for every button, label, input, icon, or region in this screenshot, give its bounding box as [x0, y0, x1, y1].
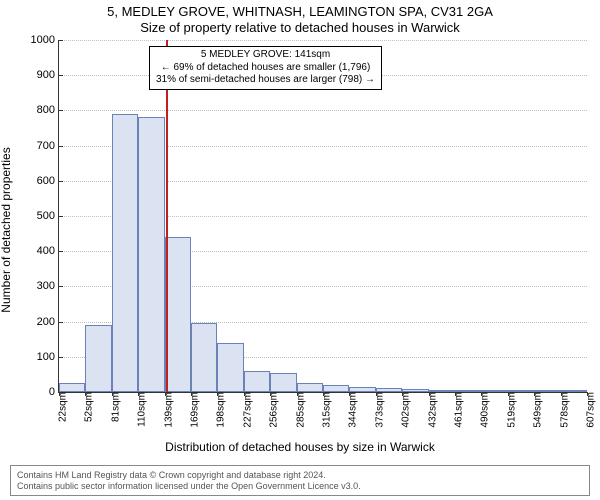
histogram-bar	[138, 117, 164, 392]
x-tick-label: 52sqm	[82, 392, 95, 422]
annotation-line-1: 5 MEDLEY GROVE: 141sqm	[156, 49, 375, 62]
x-tick-label: 315sqm	[320, 392, 333, 428]
y-tick-label: 800	[37, 104, 59, 116]
x-tick-label: 139sqm	[161, 392, 174, 428]
y-tick-label: 500	[37, 210, 59, 222]
x-tick-label: 285sqm	[293, 392, 306, 428]
x-tick-label: 461sqm	[452, 392, 465, 428]
x-tick-label: 344sqm	[346, 392, 359, 428]
histogram-bar	[191, 323, 217, 392]
y-axis-label: Number of detached properties	[0, 147, 13, 312]
grid-line	[59, 110, 587, 111]
y-tick-label: 700	[37, 140, 59, 152]
grid-line	[59, 40, 587, 41]
marker-annotation-box: 5 MEDLEY GROVE: 141sqm ← 69% of detached…	[149, 46, 382, 90]
histogram-bar	[323, 385, 349, 392]
x-tick-label: 81sqm	[108, 392, 121, 422]
x-tick-label: 110sqm	[135, 392, 148, 427]
x-tick-label: 578sqm	[557, 392, 570, 428]
x-tick-label: 432sqm	[425, 392, 438, 428]
y-tick-label: 600	[37, 175, 59, 187]
y-tick-label: 1000	[31, 34, 59, 46]
x-tick-label: 402sqm	[399, 392, 412, 428]
histogram-bar	[270, 373, 296, 392]
caption-line-2: Contains public sector information licen…	[17, 481, 583, 492]
property-marker-line	[166, 40, 168, 392]
x-tick-label: 169sqm	[188, 392, 201, 428]
chart-title-address: 5, MEDLEY GROVE, WHITNASH, LEAMINGTON SP…	[0, 4, 600, 19]
annotation-line-3: 31% of semi-detached houses are larger (…	[156, 74, 375, 87]
x-tick-label: 549sqm	[531, 392, 544, 428]
annotation-line-2: ← 69% of detached houses are smaller (1,…	[156, 62, 375, 75]
histogram-bar	[297, 383, 323, 392]
y-tick-label: 900	[37, 69, 59, 81]
y-tick-label: 400	[37, 245, 59, 257]
x-tick-label: 256sqm	[267, 392, 280, 428]
x-tick-label: 519sqm	[504, 392, 517, 428]
x-axis-label: Distribution of detached houses by size …	[0, 440, 600, 454]
histogram-bar	[244, 371, 270, 392]
y-tick-label: 300	[37, 280, 59, 292]
x-tick-label: 607sqm	[584, 392, 597, 428]
x-tick-label: 373sqm	[372, 392, 385, 428]
caption-line-1: Contains HM Land Registry data © Crown c…	[17, 470, 583, 481]
attribution-caption: Contains HM Land Registry data © Crown c…	[10, 465, 590, 497]
histogram-bar	[59, 383, 85, 392]
y-tick-label: 200	[37, 316, 59, 328]
x-tick-label: 227sqm	[240, 392, 253, 428]
x-tick-label: 198sqm	[214, 392, 227, 428]
y-tick-label: 100	[37, 351, 59, 363]
histogram-bar	[112, 114, 138, 392]
x-tick-label: 22sqm	[56, 392, 69, 422]
chart-title-subtitle: Size of property relative to detached ho…	[0, 20, 600, 35]
x-tick-label: 490sqm	[478, 392, 491, 428]
histogram-bar	[165, 237, 191, 392]
chart-plot-area: 0100200300400500600700800900100022sqm52s…	[58, 40, 587, 393]
histogram-bar	[85, 325, 111, 392]
histogram-bar	[217, 343, 243, 392]
